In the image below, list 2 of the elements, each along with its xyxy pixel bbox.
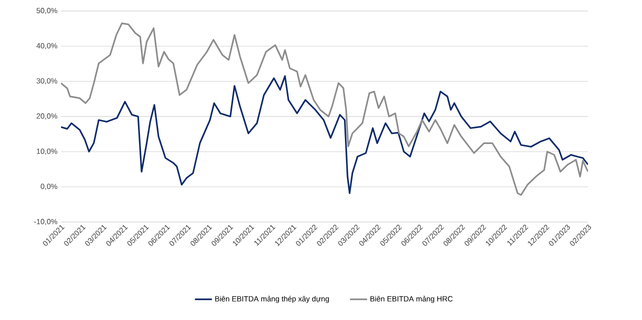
line-series	[61, 75, 588, 194]
line-series	[61, 22, 588, 196]
